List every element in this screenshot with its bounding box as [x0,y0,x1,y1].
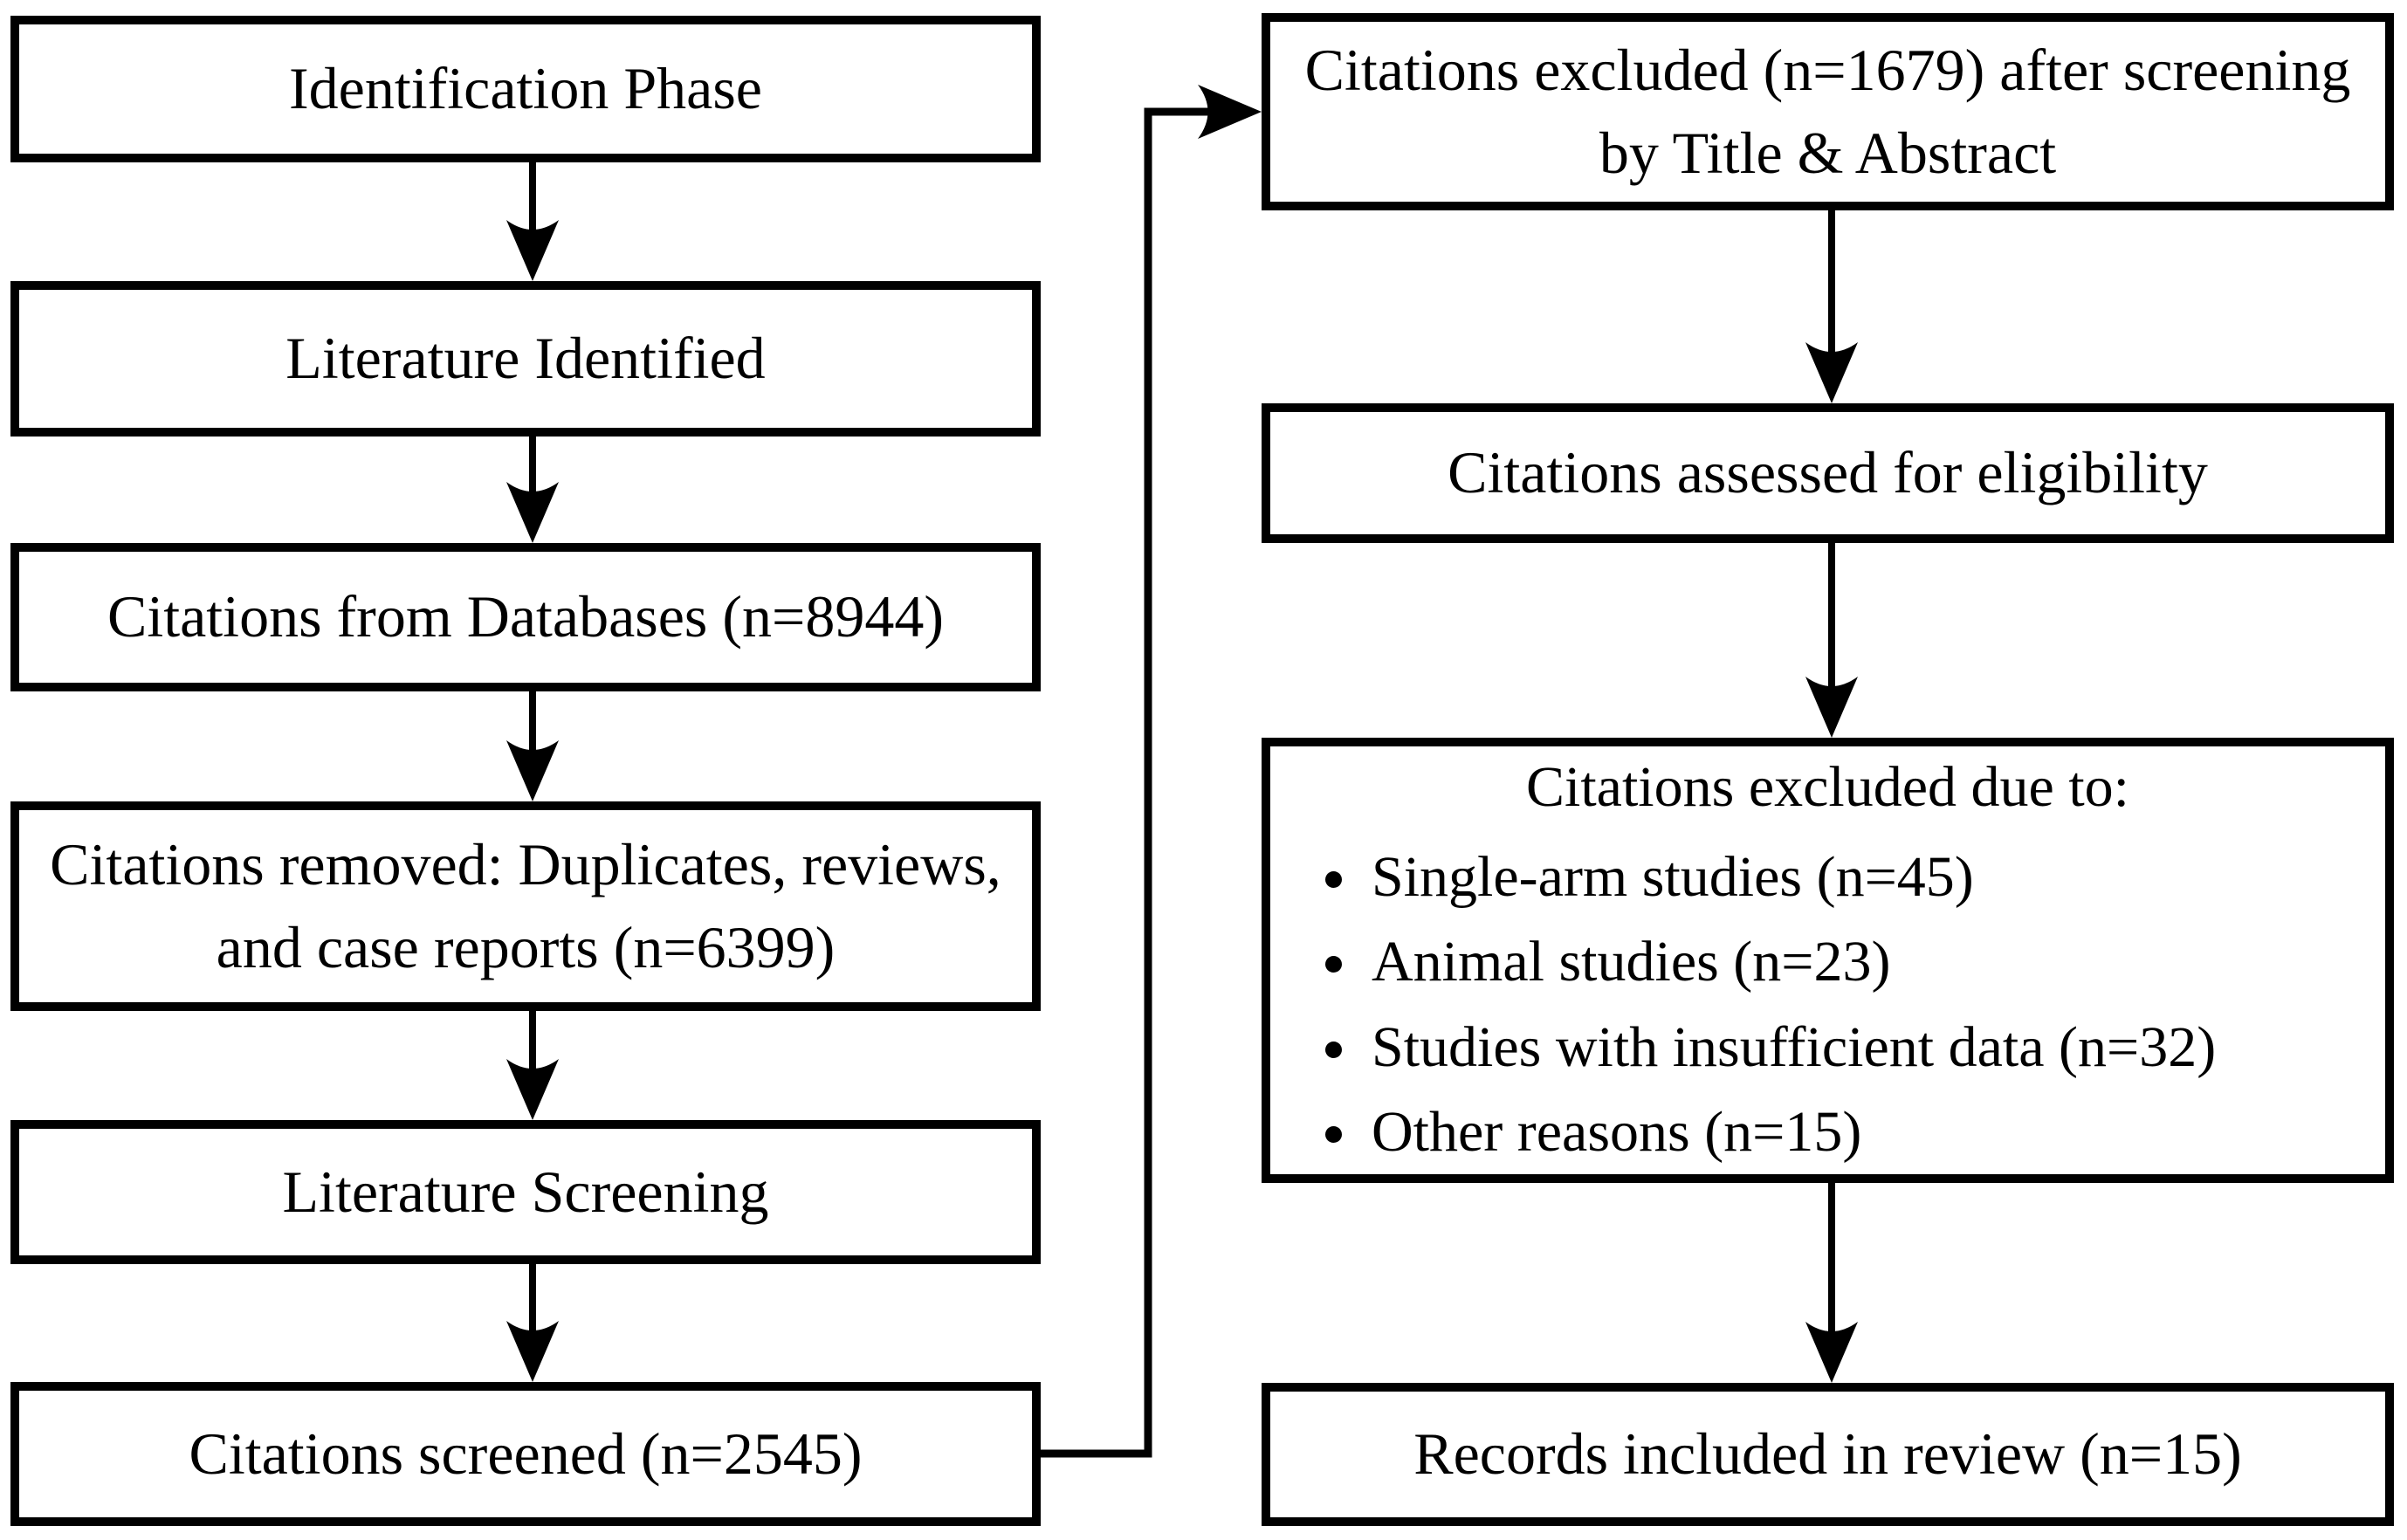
exclusion-reason-item: Studies with insufficient data (n=32) [1365,1007,2359,1087]
citations-screened-label: Citations screened (n=2545) [189,1420,863,1487]
box-citations-screened: Citations screened (n=2545) [10,1382,1041,1526]
identification-phase-label: Identification Phase [289,55,762,122]
exclusion-reason-item: Other reasons (n=15) [1365,1092,2359,1172]
box-citations-from-databases: Citations from Databases (n=8944) [10,543,1041,691]
exclusion-reasons-list: Single-arm studies (n=45) Animal studies… [1296,832,2359,1176]
arrow-literature-identified-to-databases [506,435,559,543]
citations-removed-label: Citations removed: Duplicates, reviews, … [50,830,1001,980]
arrow-assessed-to-reasons [1805,541,1858,738]
citations-from-databases-label: Citations from Databases (n=8944) [107,583,945,650]
exclusion-reason-item: Animal studies (n=23) [1365,922,2359,1001]
citations-assessed-label: Citations assessed for eligibility [1448,439,2208,506]
elbow-connector-screened-to-excluded [1041,85,1262,1458]
records-included-label: Records included in review (n=15) [1413,1420,2242,1488]
box-exclusion-reasons: Citations excluded due to: Single-arm st… [1262,738,2394,1183]
arrow-screening-to-screened [506,1262,559,1382]
box-literature-screening: Literature Screening [10,1120,1041,1264]
literature-screening-label: Literature Screening [282,1158,769,1225]
box-citations-removed: Citations removed: Duplicates, reviews, … [10,801,1041,1011]
literature-identified-label: Literature Identified [285,325,766,392]
box-identification-phase: Identification Phase [10,16,1041,162]
box-literature-identified: Literature Identified [10,281,1041,437]
box-records-included: Records included in review (n=15) [1262,1383,2394,1526]
arrow-excluded-to-assessed [1805,209,1858,403]
arrow-databases-to-removed [506,690,559,801]
box-citations-assessed: Citations assessed for eligibility [1262,403,2394,543]
exclusion-reason-item: Single-arm studies (n=45) [1365,837,2359,917]
citations-excluded-screening-label: Citations excluded (n=1679) after screen… [1304,36,2351,186]
arrow-identification-to-literature-identified [506,161,559,281]
arrow-removed-to-screening [506,1009,559,1120]
arrow-reasons-to-included [1805,1181,1858,1383]
exclusion-reasons-heading: Citations excluded due to: [1525,755,2130,820]
box-citations-excluded-screening: Citations excluded (n=1679) after screen… [1262,13,2394,210]
